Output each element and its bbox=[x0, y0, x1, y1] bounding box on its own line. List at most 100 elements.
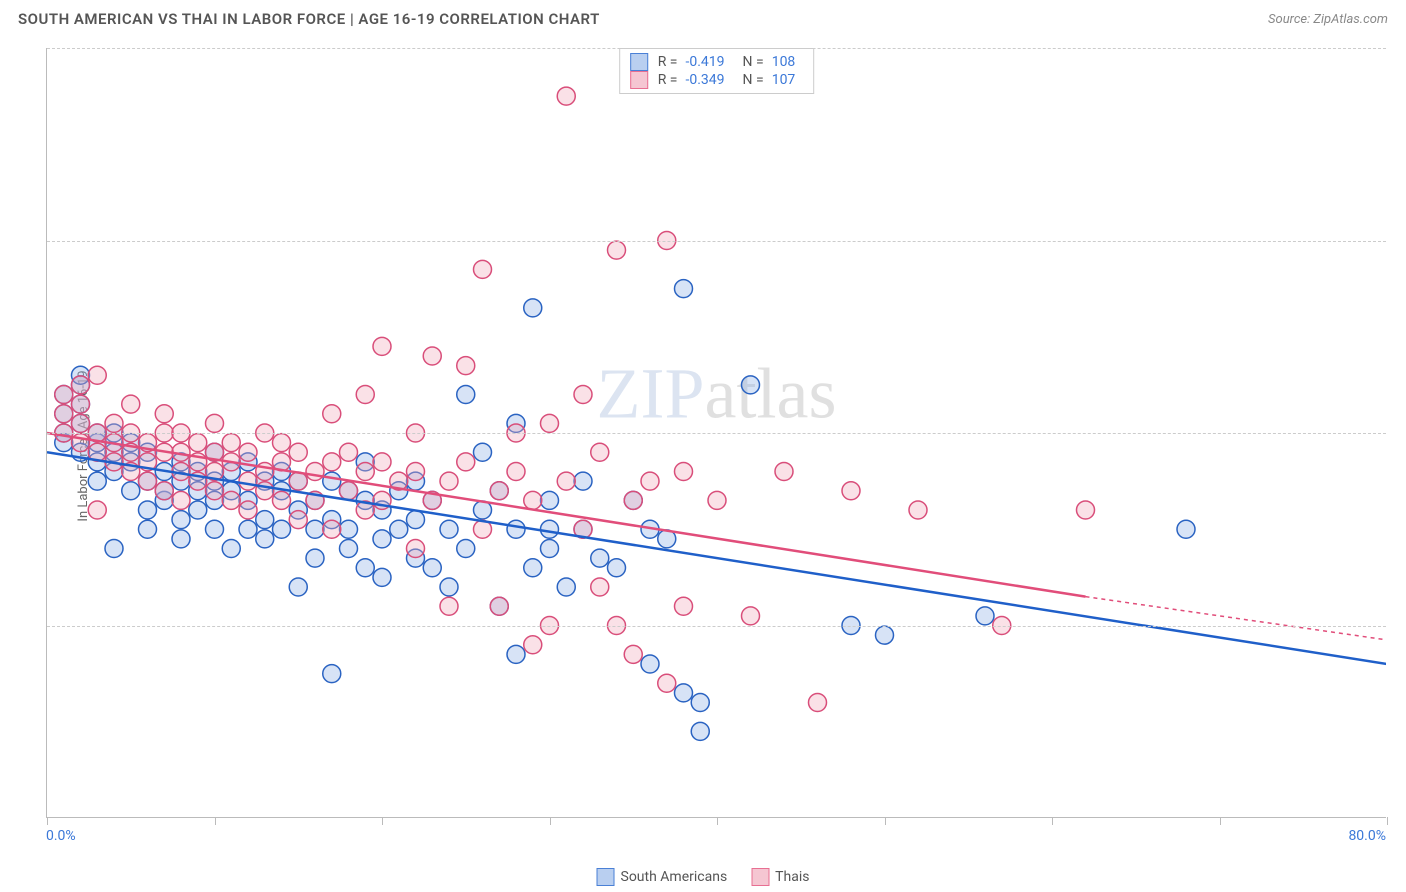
x-tick bbox=[215, 817, 216, 825]
point-south-americans bbox=[340, 540, 358, 558]
gridline bbox=[47, 626, 1386, 627]
stats-row: R = -0.419 N = 108 bbox=[630, 53, 804, 71]
point-south-americans bbox=[172, 530, 190, 548]
stats-swatch bbox=[630, 53, 648, 71]
point-south-americans bbox=[474, 443, 492, 461]
point-south-americans bbox=[591, 549, 609, 567]
point-south-americans bbox=[691, 694, 709, 712]
point-thais bbox=[155, 482, 173, 500]
point-thais bbox=[88, 366, 106, 384]
stats-row: R = -0.349 N = 107 bbox=[630, 71, 804, 89]
point-south-americans bbox=[507, 645, 525, 663]
point-south-americans bbox=[306, 520, 324, 538]
point-south-americans bbox=[189, 501, 207, 519]
point-thais bbox=[323, 405, 341, 423]
point-thais bbox=[289, 511, 307, 529]
point-thais bbox=[909, 501, 927, 519]
point-south-americans bbox=[574, 472, 592, 490]
point-thais bbox=[641, 472, 659, 490]
point-south-americans bbox=[541, 520, 559, 538]
legend-label: Thais bbox=[775, 869, 809, 885]
point-south-americans bbox=[273, 520, 291, 538]
point-thais bbox=[239, 472, 257, 490]
point-thais bbox=[55, 386, 73, 404]
x-tick-label: 80.0% bbox=[1348, 828, 1386, 844]
point-south-americans bbox=[541, 540, 559, 558]
point-south-americans bbox=[557, 578, 575, 596]
point-south-americans bbox=[373, 568, 391, 586]
point-south-americans bbox=[742, 376, 760, 394]
point-thais bbox=[1077, 501, 1095, 519]
gridline bbox=[47, 433, 1386, 434]
stat-r-value: -0.349 bbox=[685, 72, 724, 88]
point-thais bbox=[323, 453, 341, 471]
point-south-americans bbox=[440, 578, 458, 596]
trendline-dash-thais bbox=[1086, 597, 1387, 640]
point-south-americans bbox=[691, 722, 709, 740]
point-thais bbox=[658, 674, 676, 692]
stat-r-label: R = bbox=[658, 54, 678, 70]
point-south-americans bbox=[323, 665, 341, 683]
gridline bbox=[47, 48, 1386, 49]
point-south-americans bbox=[524, 559, 542, 577]
point-thais bbox=[206, 482, 224, 500]
stat-n-value: 108 bbox=[772, 54, 796, 70]
point-thais bbox=[189, 434, 207, 452]
point-thais bbox=[340, 482, 358, 500]
point-south-americans bbox=[122, 482, 140, 500]
point-south-americans bbox=[407, 511, 425, 529]
point-south-americans bbox=[641, 655, 659, 673]
point-thais bbox=[239, 501, 257, 519]
point-south-americans bbox=[222, 540, 240, 558]
stats-swatch bbox=[630, 71, 648, 89]
point-south-americans bbox=[440, 520, 458, 538]
point-thais bbox=[122, 395, 140, 413]
point-thais bbox=[608, 241, 626, 259]
point-south-americans bbox=[172, 511, 190, 529]
point-thais bbox=[624, 491, 642, 509]
point-south-americans bbox=[105, 540, 123, 558]
point-thais bbox=[457, 453, 475, 471]
title-bar: SOUTH AMERICAN VS THAI IN LABOR FORCE | … bbox=[0, 0, 1406, 36]
point-south-americans bbox=[239, 520, 257, 538]
gridline bbox=[47, 241, 1386, 242]
point-thais bbox=[524, 636, 542, 654]
point-thais bbox=[407, 540, 425, 558]
chart-container: SOUTH AMERICAN VS THAI IN LABOR FORCE | … bbox=[0, 0, 1406, 892]
point-south-americans bbox=[541, 491, 559, 509]
point-thais bbox=[675, 597, 693, 615]
point-thais bbox=[457, 357, 475, 375]
point-south-americans bbox=[373, 530, 391, 548]
point-thais bbox=[373, 453, 391, 471]
point-south-americans bbox=[675, 280, 693, 298]
point-thais bbox=[139, 472, 157, 490]
point-thais bbox=[289, 443, 307, 461]
legend: South Americans Thais bbox=[597, 868, 810, 886]
point-thais bbox=[222, 434, 240, 452]
point-south-americans bbox=[256, 530, 274, 548]
point-thais bbox=[675, 463, 693, 481]
stat-r-label: R = bbox=[658, 72, 678, 88]
point-thais bbox=[55, 405, 73, 423]
legend-item: South Americans bbox=[597, 868, 728, 886]
x-tick bbox=[885, 817, 886, 825]
stats-box: R = -0.419 N = 108 R = -0.349 N = 107 bbox=[619, 48, 815, 94]
point-south-americans bbox=[139, 520, 157, 538]
point-south-americans bbox=[256, 511, 274, 529]
point-south-americans bbox=[457, 540, 475, 558]
point-thais bbox=[206, 414, 224, 432]
point-thais bbox=[273, 491, 291, 509]
point-south-americans bbox=[289, 578, 307, 596]
x-tick bbox=[1387, 817, 1388, 825]
point-thais bbox=[172, 491, 190, 509]
point-south-americans bbox=[1177, 520, 1195, 538]
point-thais bbox=[340, 443, 358, 461]
point-south-americans bbox=[306, 549, 324, 567]
point-thais bbox=[574, 386, 592, 404]
legend-swatch bbox=[751, 868, 769, 886]
x-tick bbox=[382, 817, 383, 825]
point-thais bbox=[407, 463, 425, 481]
stat-n-label: N = bbox=[743, 54, 764, 70]
point-thais bbox=[356, 386, 374, 404]
point-thais bbox=[222, 491, 240, 509]
